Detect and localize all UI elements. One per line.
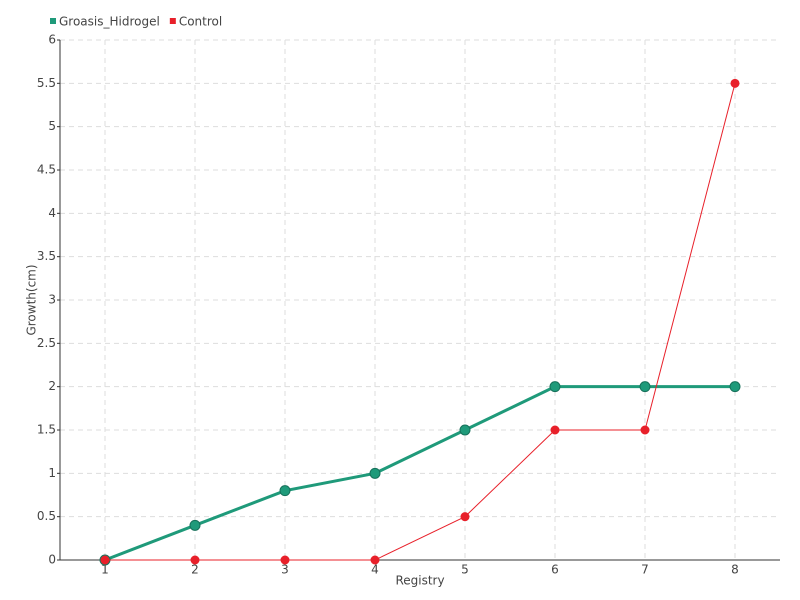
y-tick-label: 4.5 <box>37 163 56 177</box>
data-point <box>640 425 650 435</box>
y-tick-label: 2 <box>48 379 56 393</box>
data-point <box>369 467 381 479</box>
x-tick-label: 1 <box>101 563 109 577</box>
legend-swatch <box>50 18 56 24</box>
x-tick-label: 5 <box>461 563 469 577</box>
y-tick-label: 1 <box>48 466 56 480</box>
x-axis-label: Registry <box>395 574 444 588</box>
y-tick-label: 3.5 <box>37 249 56 263</box>
y-tick-label: 5.5 <box>37 76 56 90</box>
data-point <box>549 381 561 393</box>
data-point <box>189 519 201 531</box>
series-line <box>105 83 736 561</box>
y-tick-label: 6 <box>48 33 56 47</box>
y-tick-label: 4 <box>48 206 56 220</box>
data-point <box>639 381 651 393</box>
data-point <box>279 485 291 497</box>
x-tick-label: 6 <box>551 563 559 577</box>
y-tick-label: 1.5 <box>37 423 56 437</box>
data-point <box>190 555 200 565</box>
x-tick-label: 4 <box>371 563 379 577</box>
data-point <box>280 555 290 565</box>
x-tick-label: 8 <box>731 563 739 577</box>
data-point <box>460 512 470 522</box>
x-tick-label: 7 <box>641 563 649 577</box>
data-point <box>370 555 380 565</box>
legend-label: Control <box>179 15 222 29</box>
legend-label: Groasis_Hidrogel <box>59 15 160 29</box>
data-point <box>459 424 471 436</box>
data-point <box>550 425 560 435</box>
x-tick-label: 3 <box>281 563 289 577</box>
data-point <box>100 555 110 565</box>
y-tick-label: 0.5 <box>37 509 56 523</box>
y-tick-label: 0 <box>48 553 56 567</box>
series-line <box>104 385 735 562</box>
data-point <box>729 381 741 393</box>
data-point <box>730 78 740 88</box>
y-tick-label: 2.5 <box>37 336 56 350</box>
legend-swatch <box>169 18 176 24</box>
y-axis-label: Growth(cm) <box>25 264 39 335</box>
y-tick-label: 5 <box>48 119 56 133</box>
y-tick-label: 3 <box>48 293 56 307</box>
x-tick-label: 2 <box>191 563 199 577</box>
